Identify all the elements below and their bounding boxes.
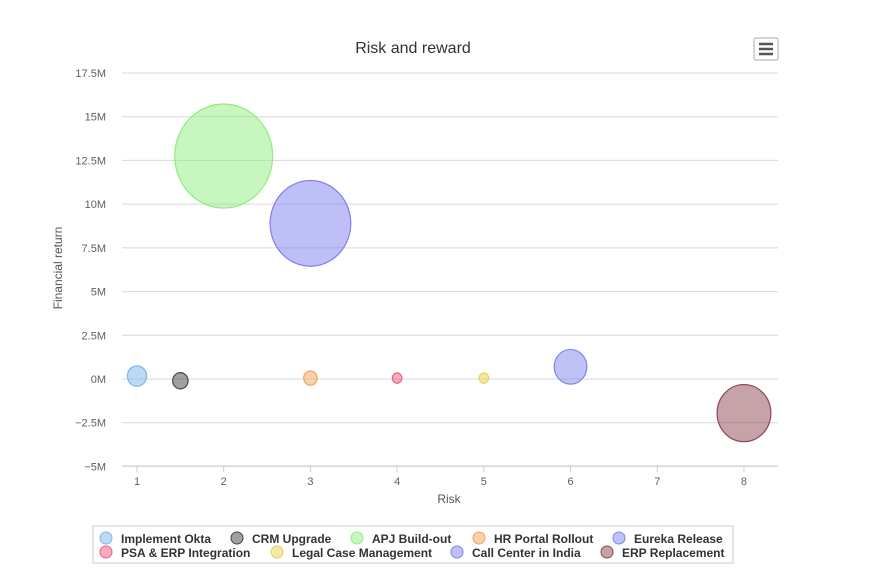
legend-item[interactable]: HR Portal Rollout (472, 531, 593, 546)
legend (92, 525, 734, 564)
legend-label: Implement Okta (121, 532, 211, 546)
legend-label: HR Portal Rollout (494, 532, 593, 546)
bubble-point[interactable] (478, 372, 490, 384)
legend-item[interactable]: Implement Okta (99, 531, 211, 546)
y-tick-label: 17.5M (75, 68, 106, 80)
legend-symbol (99, 531, 113, 545)
bubble-point[interactable] (303, 370, 318, 386)
y-tick-label: 12.5M (75, 155, 106, 167)
y-tick-label: 0M (91, 374, 106, 386)
legend-label: ERP Replacement (622, 546, 725, 560)
y-tick-label: −5M (84, 461, 106, 473)
legend-symbol (270, 545, 284, 559)
y-tick-label: 10M (85, 199, 106, 211)
legend-item[interactable]: CRM Upgrade (230, 531, 332, 546)
legend-label: Eureka Release (634, 532, 723, 546)
x-tick-label: 1 (134, 476, 140, 488)
x-axis-label: Risk (437, 492, 461, 506)
legend-symbol (350, 531, 364, 545)
bubble-point[interactable] (716, 383, 772, 443)
y-tick-label: 15M (85, 112, 106, 124)
legend-label: Call Center in India (472, 546, 581, 560)
bubble-point[interactable] (174, 103, 274, 209)
legend-symbol (612, 531, 626, 545)
bubble-point[interactable] (269, 179, 352, 267)
x-tick-label: 3 (307, 476, 313, 488)
x-tick-label: 2 (221, 476, 227, 488)
bubble-point[interactable] (172, 371, 189, 390)
x-tick-label: 4 (394, 476, 400, 488)
context-menu-button[interactable] (753, 37, 779, 61)
legend-label: Legal Case Management (292, 546, 432, 560)
legend-label: PSA & ERP Integration (121, 546, 250, 560)
legend-symbol (472, 531, 486, 545)
x-tick-label: 6 (567, 476, 573, 488)
legend-symbol (600, 545, 614, 559)
legend-item[interactable]: Call Center in India (450, 545, 581, 560)
legend-symbol (450, 545, 464, 559)
hamburger-icon (759, 42, 773, 56)
legend-label: CRM Upgrade (252, 532, 332, 546)
legend-symbol (230, 531, 244, 545)
y-tick-label: −2.5M (75, 418, 106, 430)
x-tick-label: 8 (741, 476, 747, 488)
bubble-point[interactable] (126, 365, 148, 387)
bubble-point[interactable] (391, 372, 403, 384)
x-tick-label: 5 (481, 476, 487, 488)
legend-item[interactable]: ERP Replacement (600, 545, 725, 560)
legend-item[interactable]: PSA & ERP Integration (99, 545, 250, 560)
y-tick-label: 5M (91, 287, 106, 299)
x-tick-label: 7 (654, 476, 660, 488)
legend-symbol (99, 545, 113, 559)
y-tick-label: 2.5M (82, 330, 106, 342)
legend-item[interactable]: Eureka Release (612, 531, 723, 546)
legend-item[interactable]: APJ Build-out (350, 531, 451, 546)
legend-item[interactable]: Legal Case Management (270, 545, 432, 560)
bubble-point[interactable] (553, 348, 588, 385)
y-tick-label: 7.5M (82, 243, 106, 255)
legend-label: APJ Build-out (372, 532, 451, 546)
chart-title: Risk and reward (355, 40, 471, 57)
y-axis-label: Financial return (51, 227, 65, 310)
